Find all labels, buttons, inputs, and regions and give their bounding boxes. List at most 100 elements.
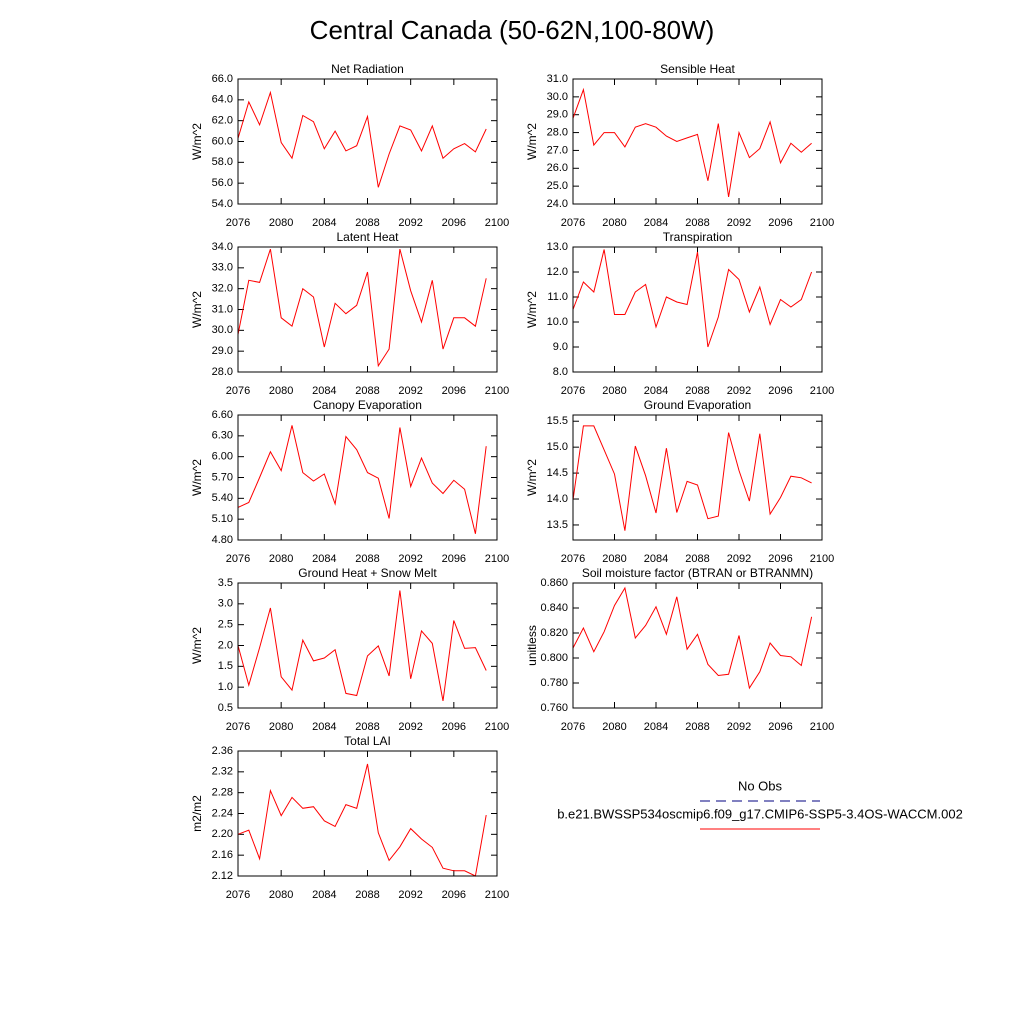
panel-title: Canopy Evaporation — [313, 398, 422, 412]
y-tick-label: 2.24 — [212, 807, 233, 819]
plot-frame — [572, 414, 823, 541]
y-axis-label: W/m^2 — [190, 123, 204, 160]
x-tick-label: 2076 — [561, 553, 585, 565]
y-tick-label: 28.0 — [547, 126, 568, 138]
y-tick-label: 56.0 — [212, 177, 233, 189]
y-tick-label: 2.16 — [212, 849, 233, 861]
data-line — [572, 425, 812, 531]
y-tick-label: 2.0 — [218, 639, 233, 651]
y-axis-label: m2/m2 — [190, 795, 204, 832]
y-tick-label: 0.860 — [540, 577, 568, 589]
y-tick-label: 66.0 — [212, 73, 233, 85]
x-tick-label: 2096 — [768, 553, 792, 565]
y-tick-label: 0.5 — [218, 702, 233, 714]
x-tick-label: 2084 — [644, 721, 668, 733]
x-tick-label: 2100 — [810, 217, 834, 229]
plot-frame — [237, 750, 498, 877]
panel-title: Ground Evaporation — [644, 398, 751, 412]
x-tick-label: 2080 — [602, 553, 626, 565]
x-tick-label: 2084 — [644, 385, 668, 397]
plot-frame — [572, 78, 823, 205]
x-tick-label: 2076 — [561, 721, 585, 733]
y-tick-label: 60.0 — [212, 135, 233, 147]
x-tick-label: 2076 — [561, 385, 585, 397]
data-line — [237, 90, 487, 188]
x-tick-label: 2096 — [768, 721, 792, 733]
x-tick-label: 2088 — [355, 385, 379, 397]
x-tick-label: 2092 — [398, 385, 422, 397]
y-tick-label: 0.780 — [540, 677, 568, 689]
y-tick-label: 8.0 — [553, 366, 568, 378]
x-tick-label: 2084 — [312, 889, 336, 901]
data-line — [572, 249, 813, 348]
y-tick-label: 54.0 — [212, 198, 233, 210]
x-tick-label: 2076 — [226, 385, 250, 397]
y-axis-label: W/m^2 — [190, 627, 204, 664]
y-tick-label: 13.0 — [547, 241, 568, 253]
x-tick-label: 2096 — [768, 385, 792, 397]
y-axis-label: W/m^2 — [525, 123, 539, 160]
y-tick-label: 2.5 — [218, 619, 233, 631]
y-tick-label: 12.0 — [547, 266, 568, 278]
y-tick-label: 28.0 — [212, 366, 233, 378]
y-tick-label: 14.5 — [547, 467, 568, 479]
x-tick-label: 2076 — [226, 721, 250, 733]
panel-title: Net Radiation — [331, 62, 404, 76]
y-tick-label: 6.30 — [212, 430, 233, 442]
x-tick-label: 2084 — [312, 217, 336, 229]
y-tick-label: 2.12 — [212, 870, 233, 882]
legend-label: b.e21.BWSSP534oscmip6.f09_g17.CMIP6-SSP5… — [557, 806, 963, 821]
y-tick-label: 6.60 — [212, 409, 233, 421]
y-tick-label: 1.0 — [218, 681, 233, 693]
x-tick-label: 2092 — [727, 553, 751, 565]
y-tick-label: 58.0 — [212, 156, 233, 168]
y-tick-label: 62.0 — [212, 115, 233, 127]
page-title: Central Canada (50-62N,100-80W) — [310, 15, 715, 45]
x-tick-label: 2084 — [312, 385, 336, 397]
y-tick-label: 15.5 — [547, 415, 568, 427]
y-tick-label: 64.0 — [212, 94, 233, 106]
x-tick-label: 2096 — [442, 889, 466, 901]
x-tick-label: 2080 — [602, 385, 626, 397]
y-tick-label: 25.0 — [547, 180, 568, 192]
x-tick-label: 2088 — [355, 721, 379, 733]
data-line — [572, 87, 812, 197]
y-tick-label: 15.0 — [547, 441, 568, 453]
y-tick-label: 6.00 — [212, 451, 233, 463]
x-tick-label: 2084 — [644, 553, 668, 565]
y-axis-label: unitless — [525, 625, 539, 666]
y-tick-label: 0.800 — [540, 652, 568, 664]
x-tick-label: 2076 — [226, 217, 250, 229]
y-tick-label: 9.0 — [553, 341, 568, 353]
x-tick-label: 2092 — [727, 385, 751, 397]
plot-frame — [237, 246, 498, 373]
y-tick-label: 13.5 — [547, 519, 568, 531]
x-tick-label: 2080 — [269, 889, 293, 901]
x-tick-label: 2088 — [685, 385, 709, 397]
x-tick-label: 2084 — [312, 553, 336, 565]
x-tick-label: 2096 — [442, 553, 466, 565]
data-line — [237, 425, 487, 534]
data-line — [237, 590, 487, 701]
y-tick-label: 11.0 — [547, 291, 568, 303]
panel-title: Total LAI — [344, 734, 391, 748]
y-tick-label: 34.0 — [212, 241, 233, 253]
x-tick-label: 2088 — [355, 889, 379, 901]
x-tick-label: 2092 — [398, 553, 422, 565]
y-tick-label: 26.0 — [547, 162, 568, 174]
panel-title: Sensible Heat — [660, 62, 735, 76]
x-tick-label: 2088 — [685, 217, 709, 229]
y-tick-label: 1.5 — [218, 660, 233, 672]
x-tick-label: 2080 — [269, 553, 293, 565]
data-line — [237, 248, 487, 368]
y-tick-label: 3.5 — [218, 577, 233, 589]
y-axis-label: W/m^2 — [190, 459, 204, 496]
panel-title: Latent Heat — [336, 230, 399, 244]
x-tick-label: 2084 — [312, 721, 336, 733]
panel-title: Soil moisture factor (BTRAN or BTRANMN) — [582, 566, 813, 580]
x-tick-label: 2092 — [398, 217, 422, 229]
x-tick-label: 2100 — [485, 385, 509, 397]
panel-title: Transpiration — [663, 230, 733, 244]
y-tick-label: 2.28 — [212, 787, 233, 799]
x-tick-label: 2076 — [226, 889, 250, 901]
